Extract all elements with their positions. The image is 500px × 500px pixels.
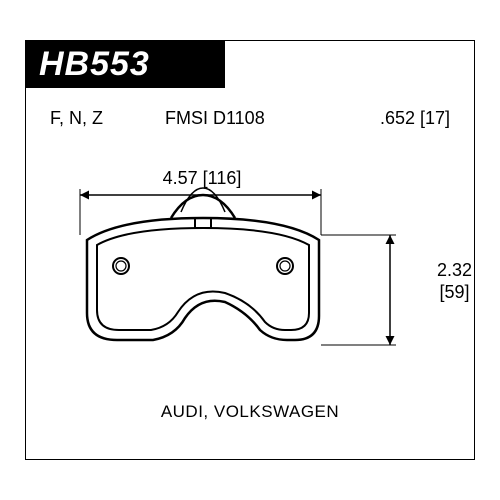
height-dim-line [321,235,396,345]
brake-pad-diagram [25,40,475,460]
clip-spring [171,195,235,218]
clip-wire [181,188,225,212]
